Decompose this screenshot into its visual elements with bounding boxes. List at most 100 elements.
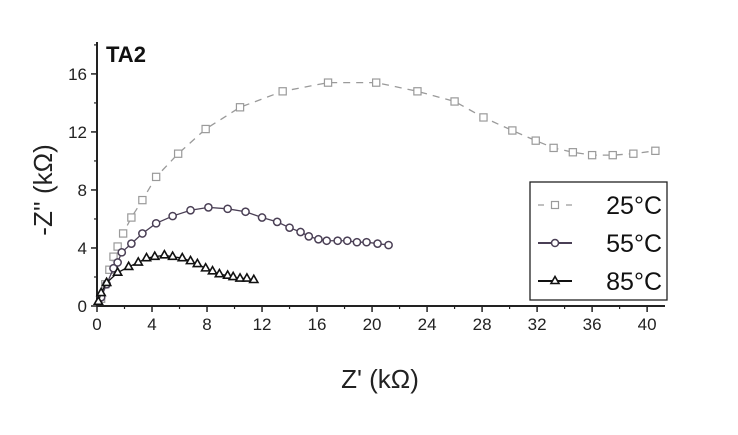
data-point-triangle [549,274,561,285]
data-point-circle [257,213,267,222]
data-point-circle [285,223,294,233]
data-point-square [531,136,540,145]
data-point-circle [151,218,161,228]
x-tick-label: 36 [583,315,602,334]
data-point-square [479,113,488,122]
x-tick-label: 24 [418,315,437,334]
data-point-square [629,149,638,158]
data-point-circle [168,211,177,221]
data-point-triangle [167,250,179,261]
data-point-square [587,150,597,160]
legend-item: 25°C [538,192,662,220]
data-point-triangle [222,269,234,279]
data-point-triangle [241,272,253,282]
data-point-circle [384,240,393,250]
y-tick-label: 4 [78,239,87,258]
data-point-triangle [158,249,170,259]
data-point-circle [186,205,195,215]
data-point-circle [314,234,323,244]
data-point-circle [223,204,233,214]
data-point-triangle [227,270,239,281]
y-tick-label: 8 [78,181,87,200]
x-axis-label: Z' (kΩ) [341,364,419,394]
data-point-square [413,87,422,96]
data-point-circle [322,236,332,246]
x-tick-label: 16 [308,315,327,334]
data-point-circle [342,236,352,246]
data-point-circle [204,203,213,212]
data-point-square [568,148,578,157]
y-tick-label: 12 [68,123,87,142]
data-point-square [450,97,459,106]
data-point-triangle [207,264,219,275]
data-point-triangle [149,250,161,261]
data-point-square [113,242,122,251]
x-tick-label: 20 [363,315,382,334]
data-point-circle [304,232,314,241]
data-point-square [109,252,118,261]
data-marks [92,78,660,306]
data-point-circle [362,237,371,247]
legend-label: 25°C [606,192,662,220]
x-tick-label: 40 [638,315,657,334]
data-point-square [550,200,560,210]
legend-item: 85°C [538,268,662,296]
data-point-triangle [191,257,203,268]
x-tick-label: 4 [147,315,156,334]
x-tick-label: 12 [253,315,272,334]
y-axis-label: -Z'' (kΩ) [28,144,58,235]
data-point-circle [296,227,305,237]
data-point-triangle [176,251,188,262]
data-point-square [508,126,517,135]
data-point-square [235,103,245,112]
data-point-square [118,229,128,238]
x-tick-label: 8 [202,315,211,334]
legend-item: 55°C [538,230,662,258]
data-point-circle [127,239,136,248]
legend: 25°C 55°C 85°C [529,181,668,301]
data-point-square [138,195,147,205]
data-point-triangle [112,266,124,277]
axes: 0 4 8 12 16 20 24 28 32 36 40 0 4 8 12 16 [68,42,665,334]
data-point-square [549,143,558,153]
x-tick-label: 0 [92,315,101,334]
data-point-square [201,124,210,134]
data-point-circle [333,236,343,246]
data-point-triangle [200,262,212,272]
series-55°C [96,203,393,302]
data-point-triangle [141,251,152,262]
data-point-circle [113,258,122,267]
data-point-square [371,78,381,87]
data-point-triangle [248,273,260,284]
data-point-triangle [234,272,246,282]
data-point-square [323,78,333,87]
data-point-circle [241,207,250,217]
data-point-triangle [95,286,107,297]
data-point-square [151,172,161,182]
x-tick-label: 32 [528,315,547,334]
series-85°C [92,249,260,306]
data-point-triangle [132,256,144,266]
data-point-circle [117,247,127,257]
data-point-square [173,149,183,158]
data-point-triangle [123,260,135,271]
data-point-circle [138,229,147,238]
legend-label: 85°C [606,268,662,296]
y-tick-label: 0 [78,297,87,316]
series-25°C [96,78,660,303]
legend-label: 55°C [606,230,662,258]
x-tick-label: 28 [473,315,492,334]
data-point-square [608,150,617,160]
data-point-triangle [101,276,113,287]
data-point-circle [373,239,382,248]
data-point-square [278,87,287,96]
data-point-triangle [213,267,225,278]
data-point-circle [272,217,282,227]
data-point-triangle [185,254,196,265]
data-point-square [651,146,660,155]
y-tick-label: 16 [68,65,87,84]
series-line [100,206,389,298]
data-point-triangle [92,295,104,306]
data-point-square [127,213,136,222]
